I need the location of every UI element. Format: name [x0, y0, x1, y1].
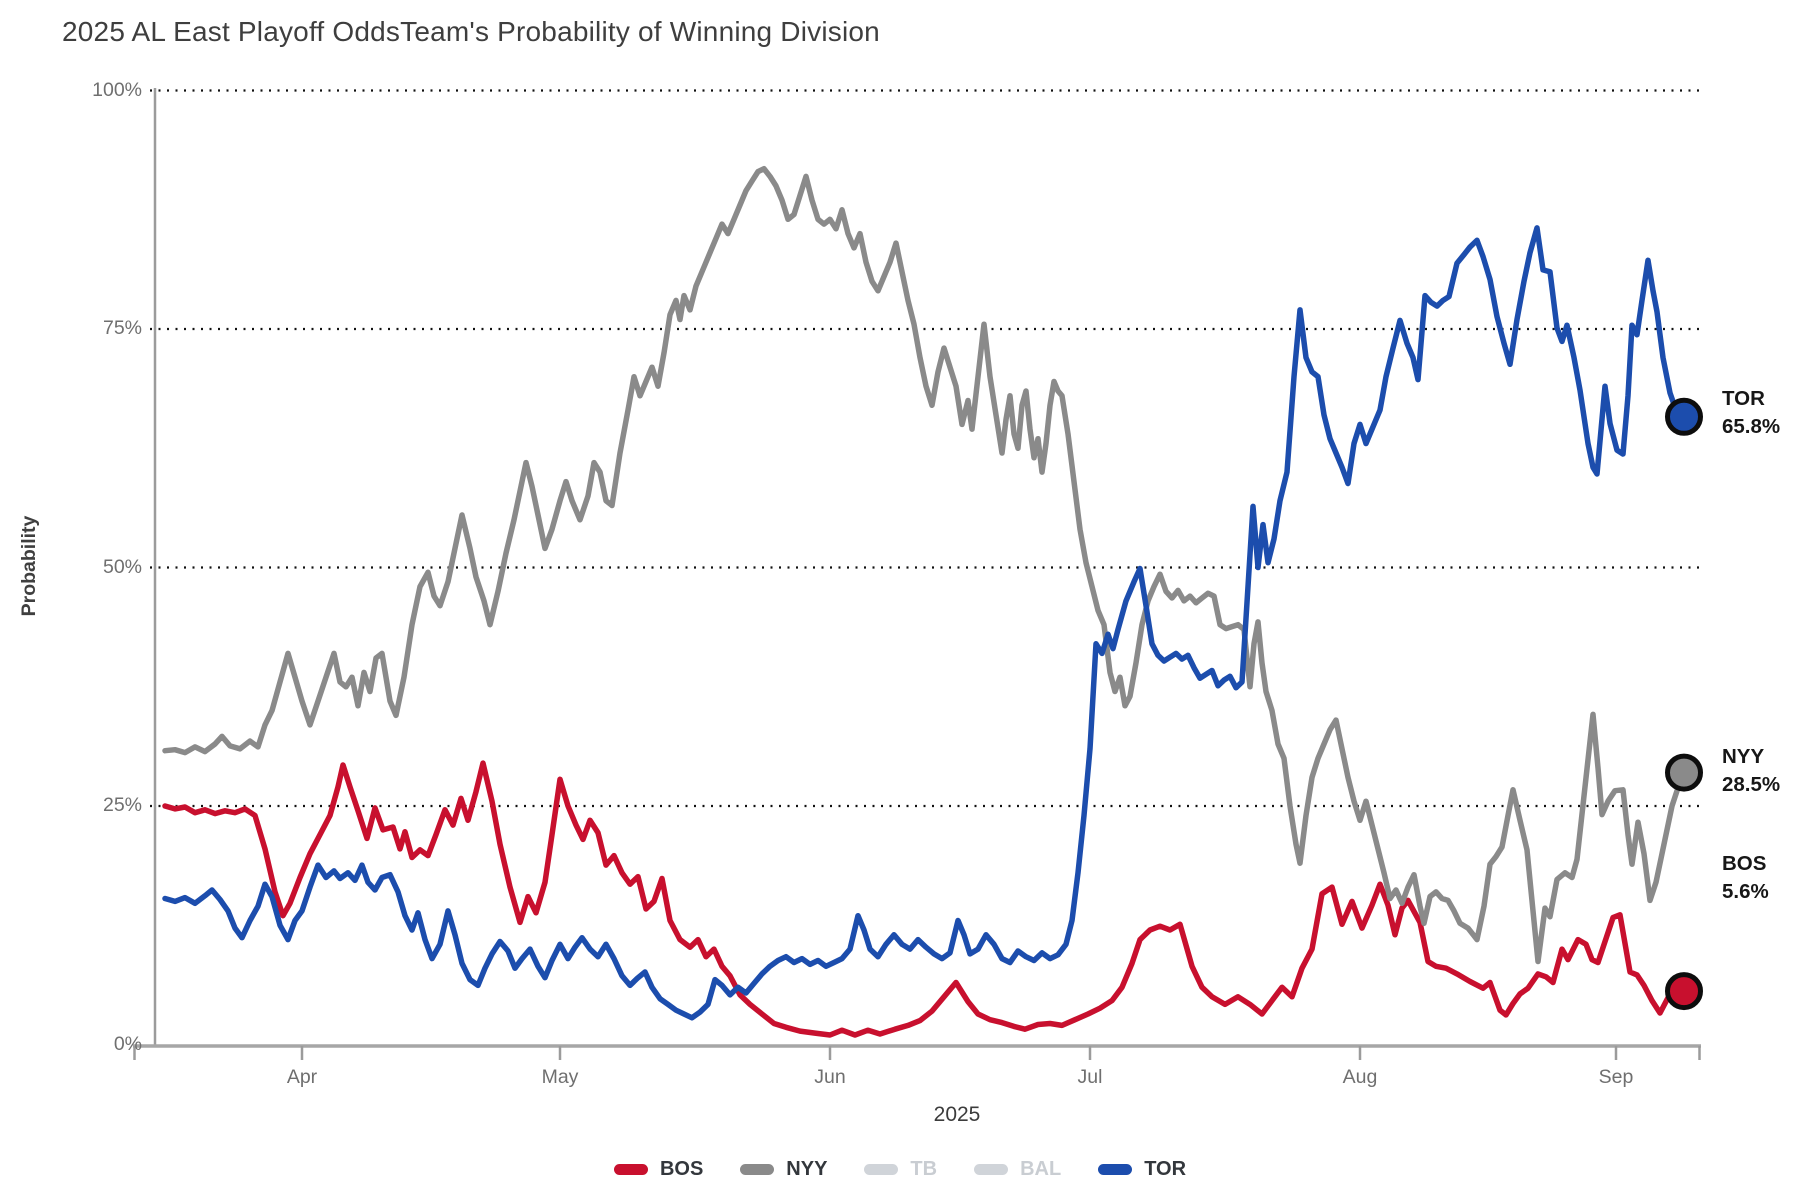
endpoint-team-nyy: NYY — [1722, 744, 1765, 768]
legend-swatch-bal — [974, 1164, 1009, 1175]
endpoint-dot-tor — [1665, 397, 1703, 436]
chart-subtitle: Team's Probability of Winning Division — [400, 16, 880, 47]
legend-swatch-tb — [864, 1164, 899, 1175]
series-line-bos[interactable] — [162, 760, 1686, 1038]
legend-swatch-bos — [613, 1164, 648, 1175]
y-tick-25: 25% — [102, 794, 142, 816]
endpoint-value-bos: 5.6% — [1722, 880, 1769, 904]
y-tick-100: 100% — [92, 78, 142, 101]
endpoint-dot-bos — [1665, 972, 1703, 1011]
legend-item-tb[interactable]: TB — [864, 1158, 937, 1181]
legend-label-nyy: NYY — [786, 1158, 828, 1180]
endpoint-value-tor: 65.8% — [1722, 414, 1781, 438]
series-line-tor[interactable] — [162, 225, 1686, 1021]
legend-label-bos: BOS — [659, 1158, 704, 1180]
endpoint-dot-nyy — [1665, 753, 1703, 792]
chart-title-bar: 2025 AL East Playoff OddsTeam's Probabil… — [62, 16, 880, 48]
series-line-nyy[interactable] — [162, 165, 1686, 965]
x-tick-aug: Aug — [1342, 1066, 1378, 1088]
endpoint-label-nyy: NYY 28.5% — [1722, 743, 1780, 799]
legend-item-bos[interactable]: BOS — [613, 1158, 704, 1181]
legend-label-bal: BAL — [1020, 1158, 1062, 1180]
endpoint-value-nyy: 28.5% — [1722, 772, 1781, 796]
x-tick-may: May — [541, 1066, 579, 1088]
endpoint-label-tor: TOR 65.8% — [1722, 385, 1780, 441]
y-tick-75: 75% — [102, 317, 142, 339]
y-tick-0: 0% — [113, 1032, 142, 1055]
endpoint-team-bos: BOS — [1722, 852, 1767, 876]
endpoint-label-bos: BOS 5.6% — [1722, 850, 1769, 906]
legend-item-nyy[interactable]: NYY — [740, 1158, 827, 1181]
legend-item-bal[interactable]: BAL — [974, 1158, 1061, 1181]
x-tick-sep: Sep — [1598, 1066, 1634, 1088]
x-tick-jul: Jul — [1077, 1066, 1103, 1088]
x-axis-title: 2025 — [933, 1103, 981, 1126]
x-tick-jun: Jun — [814, 1066, 846, 1088]
endpoint-team-tor: TOR — [1722, 386, 1765, 410]
legend-label-tor: TOR — [1144, 1158, 1187, 1180]
x-tick-apr: Apr — [286, 1066, 318, 1088]
legend: BOS NYY TB BAL TOR — [0, 1158, 1800, 1181]
legend-item-tor[interactable]: TOR — [1098, 1158, 1186, 1181]
chart-title: 2025 AL East Playoff Odds — [62, 16, 401, 47]
legend-swatch-nyy — [740, 1164, 775, 1175]
legend-swatch-tor — [1098, 1164, 1133, 1175]
y-tick-50: 50% — [102, 555, 142, 578]
legend-label-tb: TB — [910, 1158, 938, 1180]
